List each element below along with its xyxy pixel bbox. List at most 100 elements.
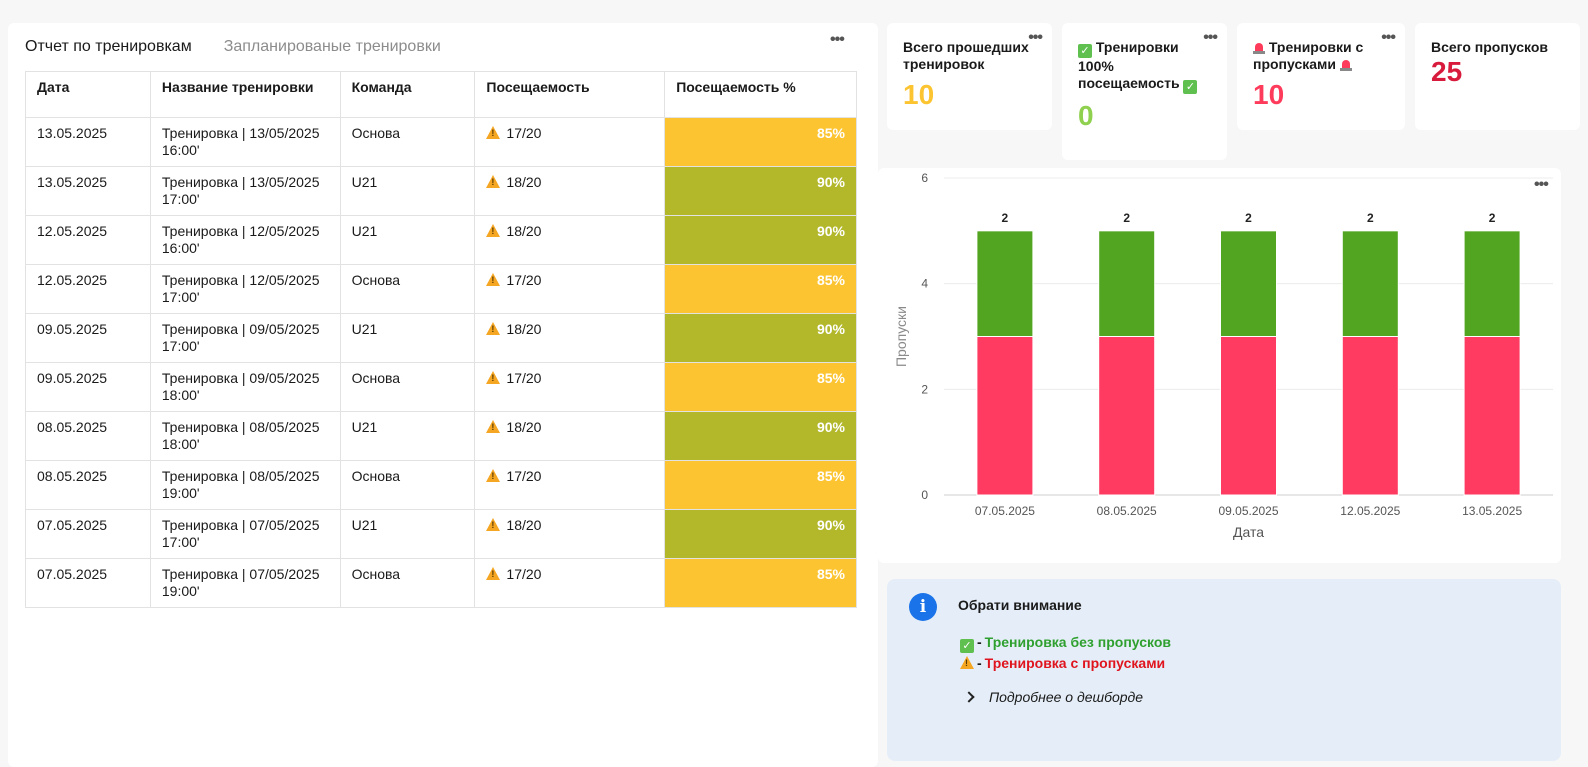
y-tick-label: 4 [921, 277, 928, 291]
kpi-more-icon[interactable]: ••• [1203, 29, 1218, 46]
cell-team: U21 [339, 166, 476, 216]
cell-date: 08.05.2025 [25, 460, 151, 510]
cell-team: Основа [339, 558, 476, 608]
table-row[interactable]: 12.05.2025 Тренировка | 12/05/2025 16:00'… [25, 215, 857, 265]
bar-segment [1098, 230, 1156, 337]
cell-date: 12.05.2025 [25, 215, 151, 265]
more-link-text: Подробнее о дешборде [989, 689, 1144, 705]
absences-chart: 02463207.05.20253208.05.20253209.05.2025… [893, 171, 1553, 540]
cell-date: 09.05.2025 [25, 362, 151, 412]
info-title: Обрати внимание [958, 597, 1082, 613]
attendance-value: 18/20 [506, 517, 542, 533]
more-about-dashboard-link[interactable]: Подробнее о дешборде [963, 689, 1144, 705]
x-tick-label: 13.05.2025 [1462, 504, 1522, 518]
col-name[interactable]: Название тренировки [149, 71, 341, 118]
check-icon: ✓ [960, 639, 974, 653]
chart-more-icon[interactable]: ••• [1534, 176, 1549, 193]
check-icon: ✓ [1183, 80, 1198, 94]
info-icon: i [909, 593, 937, 621]
table-header-row: Дата Название тренировки Команда Посещае… [25, 71, 857, 118]
kpi-total-absences: Всего пропусков 25 [1415, 23, 1580, 130]
warning-icon [486, 175, 501, 188]
training-table: Дата Название тренировки Команда Посещае… [25, 71, 857, 608]
bar-segment [976, 230, 1034, 337]
kpi-value: 10 [1253, 79, 1285, 110]
warning-icon [486, 224, 501, 237]
report-tabs: Отчет по тренировкам Запланированые трен… [25, 38, 441, 56]
cell-attendance: 18/20 [474, 411, 666, 461]
cell-attendance-pct: 85% [664, 117, 857, 167]
table-row[interactable]: 13.05.2025 Тренировка | 13/05/2025 16:00'… [25, 117, 857, 167]
bar-segment [1341, 336, 1399, 496]
bar-segment [1463, 230, 1521, 337]
report-panel: Отчет по тренировкам Запланированые трен… [8, 23, 878, 767]
cell-team: U21 [339, 313, 476, 363]
legend-dash: - [977, 634, 982, 650]
cell-attendance-pct: 85% [664, 460, 857, 510]
cell-attendance: 17/20 [474, 460, 666, 510]
attendance-value: 17/20 [506, 566, 542, 582]
warning-icon [486, 322, 501, 335]
data-label: 2 [1245, 211, 1252, 225]
data-label: 2 [1489, 211, 1496, 225]
table-row[interactable]: 07.05.2025 Тренировка | 07/05/2025 17:00'… [25, 509, 857, 559]
cell-attendance-pct: 90% [664, 509, 857, 559]
cell-team: U21 [339, 509, 476, 559]
kpi-value: 25 [1431, 56, 1463, 87]
cell-name: Тренировка | 07/05/2025 17:00' [149, 509, 341, 559]
x-tick-label: 08.05.2025 [1097, 504, 1157, 518]
table-row[interactable]: 09.05.2025 Тренировка | 09/05/2025 18:00'… [25, 362, 857, 412]
col-date[interactable]: Дата [25, 71, 151, 118]
cell-date: 08.05.2025 [25, 411, 151, 461]
col-team[interactable]: Команда [339, 71, 476, 118]
warning-icon [486, 469, 501, 482]
col-attendance[interactable]: Посещаемость [474, 71, 666, 118]
cell-date: 07.05.2025 [25, 558, 151, 608]
cell-attendance: 17/20 [474, 362, 666, 412]
cell-date: 12.05.2025 [25, 264, 151, 314]
cell-date: 07.05.2025 [25, 509, 151, 559]
attendance-value: 18/20 [506, 419, 542, 435]
table-body: 13.05.2025 Тренировка | 13/05/2025 16:00'… [25, 117, 857, 608]
cell-name: Тренировка | 12/05/2025 17:00' [149, 264, 341, 314]
kpi-more-icon[interactable]: ••• [1381, 29, 1396, 46]
cell-attendance: 18/20 [474, 509, 666, 559]
kpi-value: 10 [903, 79, 935, 110]
legend-ok: ✓ - Тренировка без пропусков [960, 634, 1171, 653]
warning-icon [486, 518, 501, 531]
attendance-value: 18/20 [506, 174, 542, 190]
attendance-value: 18/20 [506, 321, 542, 337]
table-row[interactable]: 08.05.2025 Тренировка | 08/05/2025 18:00'… [25, 411, 857, 461]
kpi-title: Всего прошедших тренировок [903, 39, 1029, 72]
cell-team: U21 [339, 411, 476, 461]
col-attendance-pct[interactable]: Посещаемость % [664, 71, 857, 118]
table-row[interactable]: 08.05.2025 Тренировка | 08/05/2025 19:00'… [25, 460, 857, 510]
cell-name: Тренировка | 07/05/2025 19:00' [149, 558, 341, 608]
kpi-title: ✓ Тренировки 100% посещаемость ✓ [1078, 39, 1211, 94]
cell-attendance-pct: 90% [664, 166, 857, 216]
table-row[interactable]: 07.05.2025 Тренировка | 07/05/2025 19:00'… [25, 558, 857, 608]
x-tick-label: 09.05.2025 [1218, 504, 1278, 518]
chevron-right-icon [963, 691, 975, 703]
legend-dash: - [977, 655, 982, 671]
tab-training-report[interactable]: Отчет по тренировкам [25, 38, 192, 55]
tab-planned-trainings[interactable]: Запланированые тренировки [223, 38, 441, 55]
y-tick-label: 2 [921, 382, 928, 396]
warning-icon [486, 420, 501, 433]
kpi-more-icon[interactable]: ••• [1028, 29, 1043, 46]
table-row[interactable]: 09.05.2025 Тренировка | 09/05/2025 17:00'… [25, 313, 857, 363]
attendance-value: 18/20 [506, 223, 542, 239]
bar-segment [1098, 336, 1156, 496]
report-more-icon[interactable]: ••• [830, 31, 845, 48]
cell-attendance-pct: 90% [664, 215, 857, 265]
info-panel: i Обрати внимание ✓ - Тренировка без пропу… [887, 579, 1561, 761]
cell-attendance: 17/20 [474, 117, 666, 167]
table-row[interactable]: 12.05.2025 Тренировка | 12/05/2025 17:00'… [25, 264, 857, 314]
cell-date: 13.05.2025 [25, 117, 151, 167]
siren-icon [1253, 41, 1265, 54]
kpi-title-text: Тренировки с пропусками [1253, 39, 1364, 72]
legend-ok-text: Тренировка без пропусков [984, 634, 1171, 650]
table-row[interactable]: 13.05.2025 Тренировка | 13/05/2025 17:00'… [25, 166, 857, 216]
cell-date: 13.05.2025 [25, 166, 151, 216]
bar-segment [976, 336, 1034, 496]
